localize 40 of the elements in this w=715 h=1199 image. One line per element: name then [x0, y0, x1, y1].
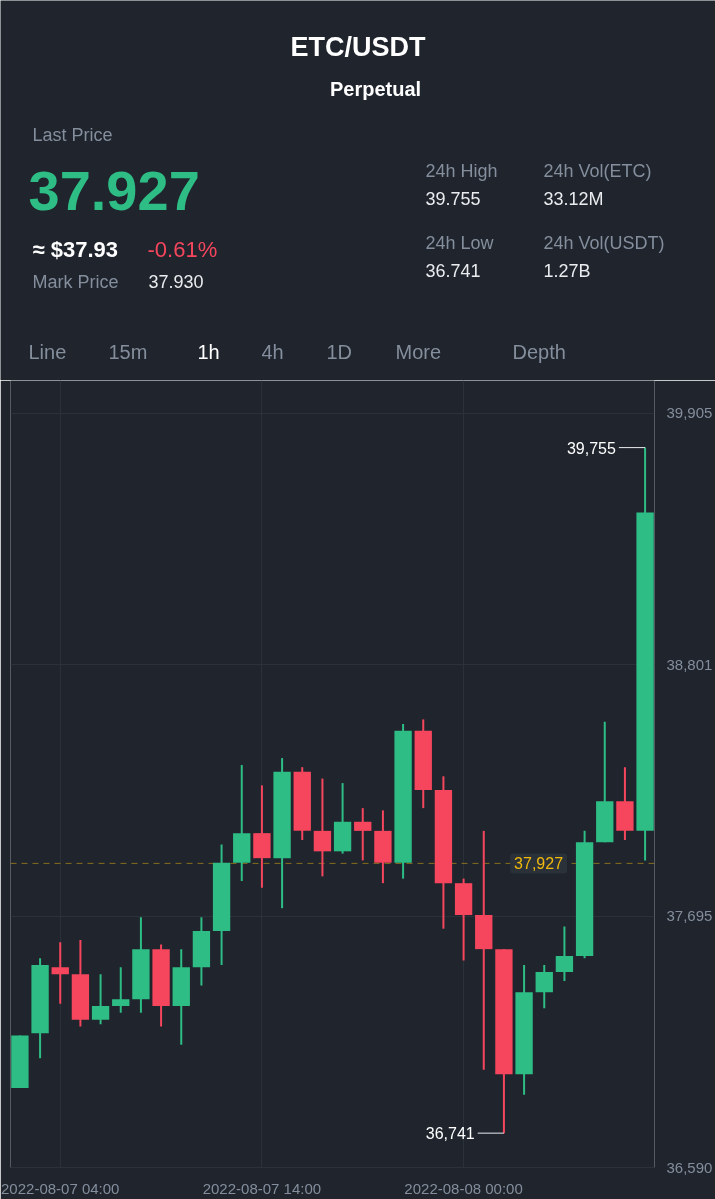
text: 33.12M	[543, 188, 604, 209]
y-tick-label: 36,590	[666, 1158, 713, 1176]
text: 37.930	[148, 272, 204, 292]
annotation: 36,741	[425, 1125, 475, 1143]
text: 15m	[108, 340, 148, 363]
text: 1h	[197, 340, 220, 363]
annotation: 39,755	[566, 439, 616, 457]
ref-line-label: 37,927	[514, 855, 564, 873]
candlestick	[555, 925, 574, 982]
text: 37.927	[28, 158, 200, 222]
x-tick-label: 2022-08-08 00:00	[404, 1179, 523, 1197]
text: 24h Vol(USDT)	[543, 232, 665, 253]
text: 24h Vol(ETC)	[543, 160, 652, 181]
text: More	[395, 340, 442, 363]
text: 1D	[326, 340, 353, 363]
candlestick	[112, 966, 130, 1014]
text: Last Price	[32, 124, 113, 145]
x-tick-label: 2022-08-07 04:00	[1, 1179, 120, 1197]
candlestick	[354, 807, 372, 862]
text: Mark Price	[32, 271, 119, 292]
y-tick-label: 38,801	[666, 655, 713, 673]
text: 24h High	[425, 160, 498, 181]
chart-title: ETC/USDT	[290, 31, 427, 62]
text: Depth	[512, 340, 566, 363]
text: 24h Low	[425, 232, 495, 253]
candlestick	[313, 777, 332, 878]
candlestick	[535, 964, 553, 1010]
y-tick-label: 37,695	[666, 907, 713, 925]
text: 1.27B	[543, 260, 591, 281]
text: -0.61%	[147, 237, 218, 262]
candlestick	[51, 941, 69, 1005]
text: ≈ $37.93	[32, 237, 118, 262]
candlestick	[91, 973, 110, 1026]
x-tick-label: 2022-08-07 14:00	[202, 1179, 322, 1197]
text: 4h	[261, 340, 284, 363]
text: 36.741	[425, 261, 481, 281]
text: 39.755	[425, 189, 481, 209]
y-tick-label: 39,905	[666, 404, 713, 422]
text: Line	[28, 340, 67, 363]
chart-subtitle: Perpetual	[329, 77, 422, 100]
